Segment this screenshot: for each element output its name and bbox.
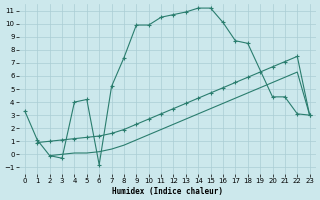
X-axis label: Humidex (Indice chaleur): Humidex (Indice chaleur) [112,187,223,196]
